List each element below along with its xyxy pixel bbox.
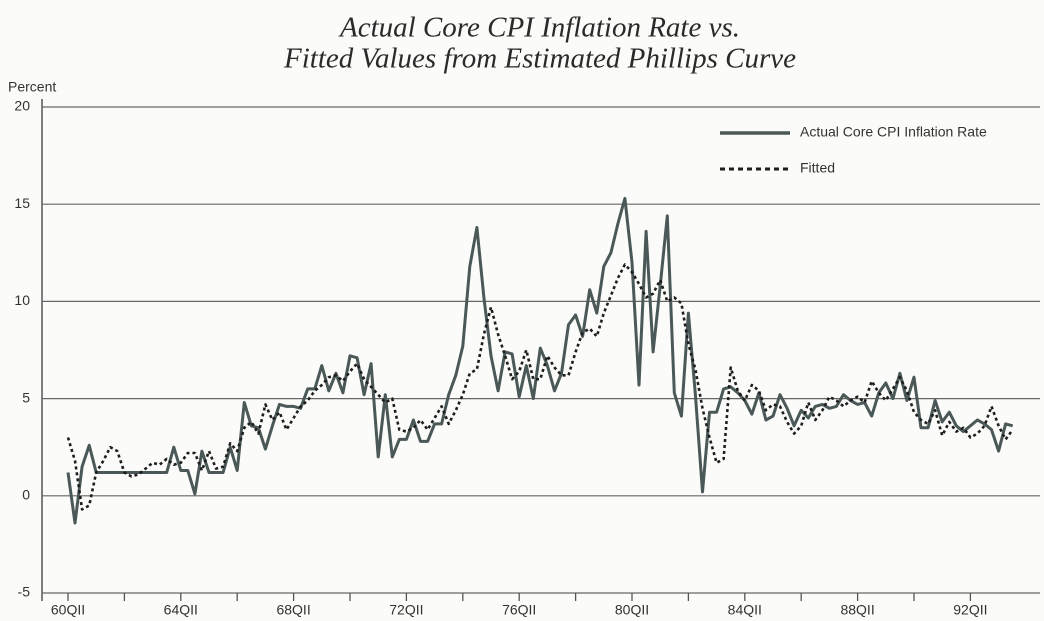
x-tick-label: 88QII <box>840 602 874 618</box>
y-tick-label: 5 <box>22 389 30 405</box>
legend-label: Actual Core CPI Inflation Rate <box>800 124 987 140</box>
chart-title: Actual Core CPI Inflation Rate vs. <box>338 12 740 44</box>
x-tick-label: 92QII <box>953 602 987 618</box>
y-tick-label: 0 <box>22 487 30 503</box>
x-tick-label: 76QII <box>502 602 536 618</box>
x-tick-label: 60QII <box>51 602 85 618</box>
chart-title: Fitted Values from Estimated Phillips Cu… <box>283 43 796 75</box>
x-tick-label: 80QII <box>615 602 649 618</box>
legend-label: Fitted <box>800 160 835 176</box>
y-tick-label: -5 <box>18 584 31 600</box>
y-tick-label: 10 <box>14 292 30 308</box>
series-line <box>66 196 1014 525</box>
x-tick-label: 68QII <box>276 602 310 618</box>
y-axis-label: Percent <box>8 79 56 95</box>
x-tick-label: 84QII <box>728 602 762 618</box>
x-tick-label: 72QII <box>389 602 423 618</box>
x-tick-label: 64QII <box>164 602 198 618</box>
y-tick-label: 20 <box>14 98 30 114</box>
y-tick-label: 15 <box>14 195 30 211</box>
